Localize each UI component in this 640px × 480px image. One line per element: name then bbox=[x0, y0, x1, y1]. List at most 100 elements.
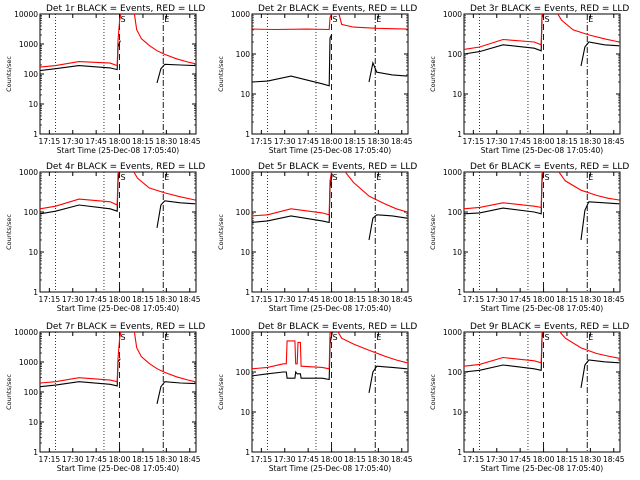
lld-series-line bbox=[464, 332, 544, 367]
panel-title: Det 9r BLACK = Events, RED = LLD bbox=[470, 322, 629, 332]
start-mark: S bbox=[121, 15, 126, 24]
start-mark: S bbox=[333, 15, 338, 24]
y-tick-label: 100 bbox=[448, 50, 463, 59]
lld-series-line bbox=[558, 172, 620, 201]
y-tick-label: 1 bbox=[33, 288, 38, 297]
x-tick-label: 17:45 bbox=[509, 137, 531, 146]
y-tick-label: 10 bbox=[28, 248, 38, 257]
y-tick-label: 1000 bbox=[19, 168, 38, 177]
lld-series-line bbox=[40, 172, 120, 210]
events-series-line bbox=[368, 365, 408, 394]
x-tick-label: 18:30 bbox=[580, 295, 602, 304]
x-tick-label: 17:15 bbox=[463, 455, 485, 464]
x-tick-label: 18:15 bbox=[344, 455, 366, 464]
y-tick-label: 100 bbox=[236, 50, 251, 59]
y-tick-label: 10000 bbox=[14, 328, 38, 337]
x-tick-label: 18:45 bbox=[179, 295, 201, 304]
x-tick-label: 18:45 bbox=[391, 295, 413, 304]
x-axis-label: Start Time (25-Dec-08 17:05:40) bbox=[269, 304, 391, 313]
x-tick-label: 18:15 bbox=[556, 295, 578, 304]
x-tick-label: 17:45 bbox=[297, 137, 319, 146]
x-axis-label: Start Time (25-Dec-08 17:05:40) bbox=[481, 304, 603, 313]
x-tick-label: 18:45 bbox=[391, 455, 413, 464]
end-mark: E bbox=[588, 333, 593, 342]
x-tick-label: 18:00 bbox=[533, 455, 555, 464]
lld-series-line bbox=[252, 332, 332, 370]
y-tick-label: 1 bbox=[245, 130, 250, 139]
x-axis-label: Start Time (25-Dec-08 17:05:40) bbox=[57, 464, 179, 473]
x-axis-label: Start Time (25-Dec-08 17:05:40) bbox=[57, 146, 179, 155]
events-series-line bbox=[580, 41, 620, 67]
detector-panel: Det 8r BLACK = Events, RED = LLD 1000 100 1… bbox=[217, 322, 417, 473]
y-tick-label: 100 bbox=[236, 368, 251, 377]
x-axis-label: Start Time (25-Dec-08 17:05:40) bbox=[57, 304, 179, 313]
start-mark: S bbox=[333, 173, 338, 182]
x-tick-label: 18:30 bbox=[368, 295, 390, 304]
y-tick-label: 1000 bbox=[231, 328, 250, 337]
x-tick-label: 18:00 bbox=[533, 137, 555, 146]
y-tick-label: 1 bbox=[33, 130, 38, 139]
detector-panel: Det 1r BLACK = Events, RED = LLD 10000 100… bbox=[5, 4, 205, 155]
y-axis-label: Counts/sec bbox=[5, 56, 13, 92]
x-axis-label: Start Time (25-Dec-08 17:05:40) bbox=[481, 464, 603, 473]
x-axis-label: Start Time (25-Dec-08 17:05:40) bbox=[481, 146, 603, 155]
y-axis-label: Counts/sec bbox=[5, 374, 13, 410]
x-tick-label: 18:45 bbox=[179, 137, 201, 146]
y-tick-label: 100 bbox=[24, 70, 39, 79]
y-axis-label: Counts/sec bbox=[5, 214, 13, 250]
lld-series-line bbox=[133, 332, 196, 383]
x-tick-label: 18:30 bbox=[156, 455, 178, 464]
events-series-line bbox=[156, 381, 196, 405]
x-tick-label: 18:00 bbox=[321, 137, 343, 146]
x-tick-label: 18:00 bbox=[109, 455, 131, 464]
x-tick-label: 18:45 bbox=[391, 137, 413, 146]
y-tick-label: 1 bbox=[33, 448, 38, 457]
x-tick-label: 18:00 bbox=[109, 295, 131, 304]
x-tick-label: 18:45 bbox=[603, 295, 625, 304]
x-axis-label: Start Time (25-Dec-08 17:05:40) bbox=[269, 146, 391, 155]
panel-title: Det 3r BLACK = Events, RED = LLD bbox=[470, 4, 629, 14]
y-tick-label: 1 bbox=[245, 448, 250, 457]
lld-series-line bbox=[133, 14, 196, 65]
detector-panel: Det 2r BLACK = Events, RED = LLD 1000 100 1… bbox=[217, 4, 417, 155]
y-axis-label: Counts/sec bbox=[429, 374, 437, 410]
y-tick-label: 1000 bbox=[443, 10, 462, 19]
start-mark: S bbox=[545, 173, 550, 182]
detector-panel: Det 5r BLACK = Events, RED = LLD 1000 100 1… bbox=[217, 162, 417, 313]
plot-frame bbox=[39, 13, 197, 135]
y-tick-label: 1000 bbox=[19, 40, 38, 49]
end-mark: E bbox=[164, 173, 169, 182]
x-tick-label: 17:45 bbox=[509, 295, 531, 304]
y-tick-label: 100 bbox=[448, 368, 463, 377]
y-tick-label: 10 bbox=[240, 90, 250, 99]
events-series-line bbox=[156, 200, 196, 228]
lld-series-line bbox=[337, 332, 408, 364]
events-series-line bbox=[580, 201, 620, 241]
panel-title: Det 5r BLACK = Events, RED = LLD bbox=[258, 162, 417, 172]
end-mark: E bbox=[164, 333, 169, 342]
x-tick-label: 18:45 bbox=[603, 137, 625, 146]
x-tick-label: 17:45 bbox=[509, 455, 531, 464]
panel-title: Det 7r BLACK = Events, RED = LLD bbox=[46, 322, 205, 332]
events-series-line bbox=[368, 214, 408, 241]
end-mark: E bbox=[164, 15, 169, 24]
events-series-line bbox=[368, 61, 408, 83]
end-mark: E bbox=[588, 173, 593, 182]
y-tick-label: 1000 bbox=[231, 10, 250, 19]
x-tick-label: 18:30 bbox=[156, 295, 178, 304]
x-tick-label: 17:15 bbox=[251, 137, 273, 146]
y-tick-label: 1000 bbox=[19, 358, 38, 367]
detector-panel: Det 9r BLACK = Events, RED = LLD 1000 100 1… bbox=[429, 322, 629, 473]
x-tick-label: 18:45 bbox=[179, 455, 201, 464]
x-tick-label: 18:15 bbox=[132, 295, 154, 304]
x-tick-label: 17:30 bbox=[274, 137, 296, 146]
x-tick-label: 17:30 bbox=[486, 295, 508, 304]
x-tick-label: 17:15 bbox=[39, 295, 61, 304]
plot-frame bbox=[39, 331, 197, 453]
start-mark: S bbox=[545, 15, 550, 24]
start-mark: S bbox=[545, 333, 550, 342]
x-tick-label: 17:45 bbox=[85, 137, 107, 146]
panel-title: Det 2r BLACK = Events, RED = LLD bbox=[258, 4, 417, 14]
events-series-line bbox=[252, 332, 333, 381]
y-axis-label: Counts/sec bbox=[217, 214, 225, 250]
